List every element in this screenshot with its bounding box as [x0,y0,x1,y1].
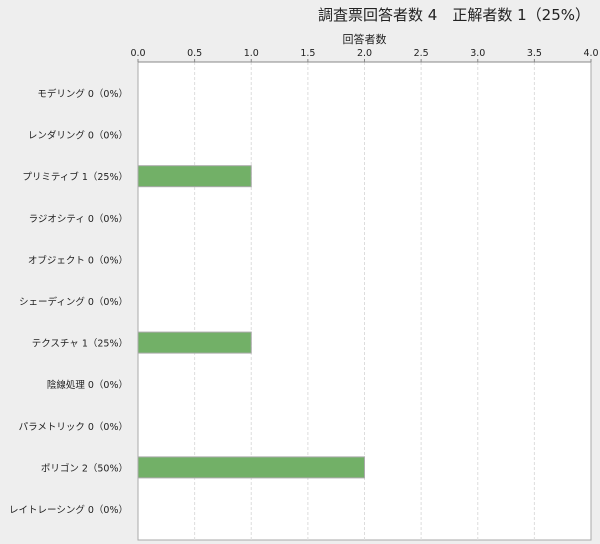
x-axis-label: 回答者数 [342,33,387,46]
x-tick-label: 0.5 [187,48,202,59]
category-label: ラジオシティ 0（0%） [29,213,128,225]
category-label: テクスチャ 1（25%） [32,338,128,350]
category-label: パラメトリック 0（0%） [19,421,128,433]
bar [137,456,365,479]
x-tick-label: 3.0 [470,48,485,59]
category-label: レンダリング 0（0%） [28,130,128,142]
x-tick-label: 2.0 [357,48,372,59]
x-tick-label: 4.0 [583,48,598,59]
x-tick-label: 1.0 [244,48,259,59]
x-tick-label: 1.5 [300,48,315,59]
category-label: ポリゴン 2（50%） [41,462,128,474]
category-label: オブジェクト 0（0%） [28,254,128,266]
x-tick-label: 0.0 [130,48,145,59]
x-tick-label: 2.5 [414,48,429,59]
bar [137,165,252,188]
category-label: シェーディング 0（0%） [19,296,128,308]
category-label: プリミティブ 1（25%） [22,171,128,183]
x-tick-label: 3.5 [527,48,542,59]
chart-title: 調査票回答者数 4 正解者数 1（25%） [318,6,590,24]
category-label: 陰線処理 0（0%） [47,379,128,391]
bar [137,331,252,354]
category-label: レイトレーシング 0（0%） [9,504,128,516]
category-label: モデリング 0（0%） [37,88,128,100]
